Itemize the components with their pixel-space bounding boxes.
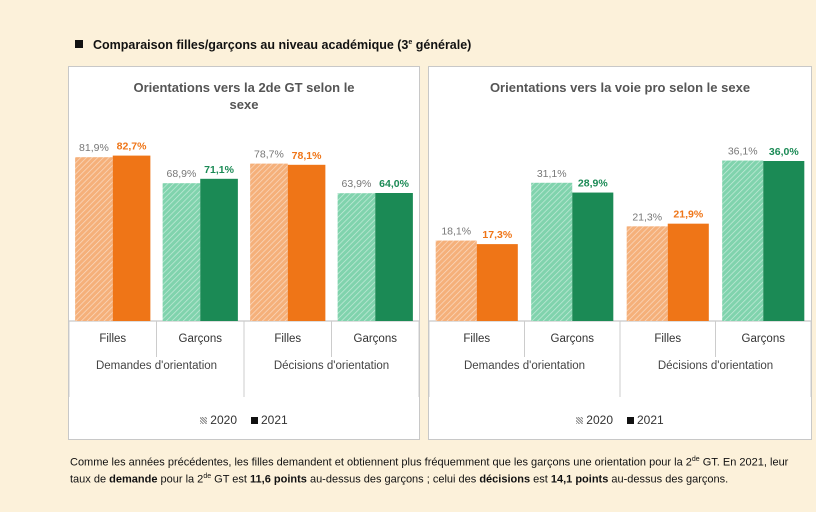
- x-tick-label: Filles: [274, 333, 302, 345]
- text-run: de: [691, 456, 700, 463]
- value-label: 21,9%: [673, 209, 703, 221]
- text-run: Comparaison filles/garçons au niveau aca…: [93, 38, 409, 52]
- bar: [375, 193, 413, 321]
- text-run: au-dessus des garçons ; celui des: [306, 473, 480, 486]
- header-text: Comparaison filles/garçons au niveau aca…: [93, 38, 471, 52]
- text-run: générale): [412, 38, 472, 52]
- text-run: de: [203, 473, 212, 481]
- bar: [112, 155, 151, 321]
- value-label: 71,1%: [204, 164, 234, 176]
- x-tick-label: Garçons: [178, 333, 222, 345]
- legend-item: 2020: [200, 413, 237, 427]
- x-tick-label: Garçons: [550, 333, 594, 345]
- bar: [75, 157, 113, 321]
- chart-panel: 81,9% 68,9% 78,7% 63,9% 82,7% 71,1% 78,1% 64,0%…: [68, 66, 420, 440]
- text-run: 11,6 points: [250, 473, 307, 486]
- bar: [435, 240, 477, 321]
- legend-label: 2021: [637, 413, 664, 427]
- x-tick-label: Filles: [99, 333, 127, 345]
- value-label: 18,1%: [441, 226, 471, 238]
- chart: 18,1% 31,1% 21,3% 36,1% 17,3% 28,9% 21,9% 36,0%: [429, 146, 811, 397]
- bar: [250, 163, 288, 321]
- value-label: 17,3%: [482, 229, 512, 241]
- value-label: 78,1%: [292, 150, 322, 162]
- legend-label: 2020: [210, 413, 237, 427]
- value-label: 21,3%: [632, 211, 662, 223]
- legend-item: 2021: [251, 413, 288, 427]
- legend-label: 2020: [586, 413, 613, 427]
- value-label: 82,7%: [117, 141, 147, 153]
- value-label: 63,9%: [342, 178, 372, 190]
- text-run: e: [408, 38, 413, 46]
- x-tick-label: Filles: [463, 333, 491, 345]
- chart: 81,9% 68,9% 78,7% 63,9% 82,7% 71,1% 78,1% 64,0%: [69, 141, 419, 397]
- legend: 2020 2021: [69, 413, 419, 427]
- text-run: GT. En 2021, leur taux de: [70, 456, 789, 486]
- bar: [162, 183, 201, 321]
- bar: [531, 182, 573, 321]
- group-label: Décisions d'orientation: [273, 360, 390, 372]
- text-run: pour la 2: [157, 473, 204, 486]
- value-label: 81,9%: [79, 142, 109, 154]
- bar: [763, 161, 805, 321]
- bar: [337, 193, 376, 321]
- bar: [626, 226, 668, 321]
- bar: [667, 223, 709, 321]
- value-label: 31,1%: [537, 168, 567, 180]
- text-run: au-dessus des garçons.: [608, 473, 729, 486]
- legend-swatch: [251, 417, 258, 424]
- legend-swatch: [576, 417, 584, 424]
- value-label: 64,0%: [379, 178, 409, 190]
- group-label: Décisions d'orientation: [657, 360, 774, 372]
- x-tick-label: Garçons: [741, 333, 785, 345]
- legend: 2020 2021: [429, 413, 811, 427]
- bar: [476, 244, 518, 321]
- bar: [572, 192, 614, 321]
- text-run: 14,1 points: [550, 473, 609, 486]
- value-label: 68,9%: [167, 168, 197, 180]
- text-run: Comme les années précédentes, les filles…: [70, 456, 692, 469]
- text-run: est: [530, 473, 551, 486]
- legend-swatch: [200, 417, 208, 424]
- legend-item: 2021: [627, 413, 664, 427]
- text-run: décisions: [479, 473, 531, 486]
- value-label: 36,0%: [769, 146, 799, 158]
- legend-swatch: [627, 417, 634, 424]
- group-label: Demandes d'orientation: [95, 360, 218, 372]
- section-header: Comparaison filles/garçons au niveau aca…: [75, 38, 471, 52]
- value-label: 78,7%: [254, 149, 284, 161]
- chart-title: Orientations vers la 2de GT selon le sex…: [133, 80, 355, 112]
- paragraph: Comme les années précédentes, les filles…: [70, 453, 812, 487]
- bar: [287, 164, 326, 321]
- value-label: 36,1%: [728, 146, 758, 158]
- value-label: 28,9%: [578, 178, 608, 190]
- chart-title: Orientations vers la voie pro selon le s…: [489, 80, 751, 95]
- legend-label: 2021: [261, 413, 288, 427]
- text-run: demande: [109, 473, 158, 486]
- bar: [200, 178, 238, 321]
- text-run: GT est: [211, 473, 251, 486]
- bar: [722, 160, 764, 321]
- chart-panel: 18,1% 31,1% 21,3% 36,1% 17,3% 28,9% 21,9% 36,0%…: [428, 66, 812, 440]
- group-label: Demandes d'orientation: [463, 360, 586, 372]
- legend-item: 2020: [576, 413, 613, 427]
- x-tick-label: Filles: [654, 333, 682, 345]
- x-tick-label: Garçons: [353, 333, 397, 345]
- bullet: [75, 40, 83, 48]
